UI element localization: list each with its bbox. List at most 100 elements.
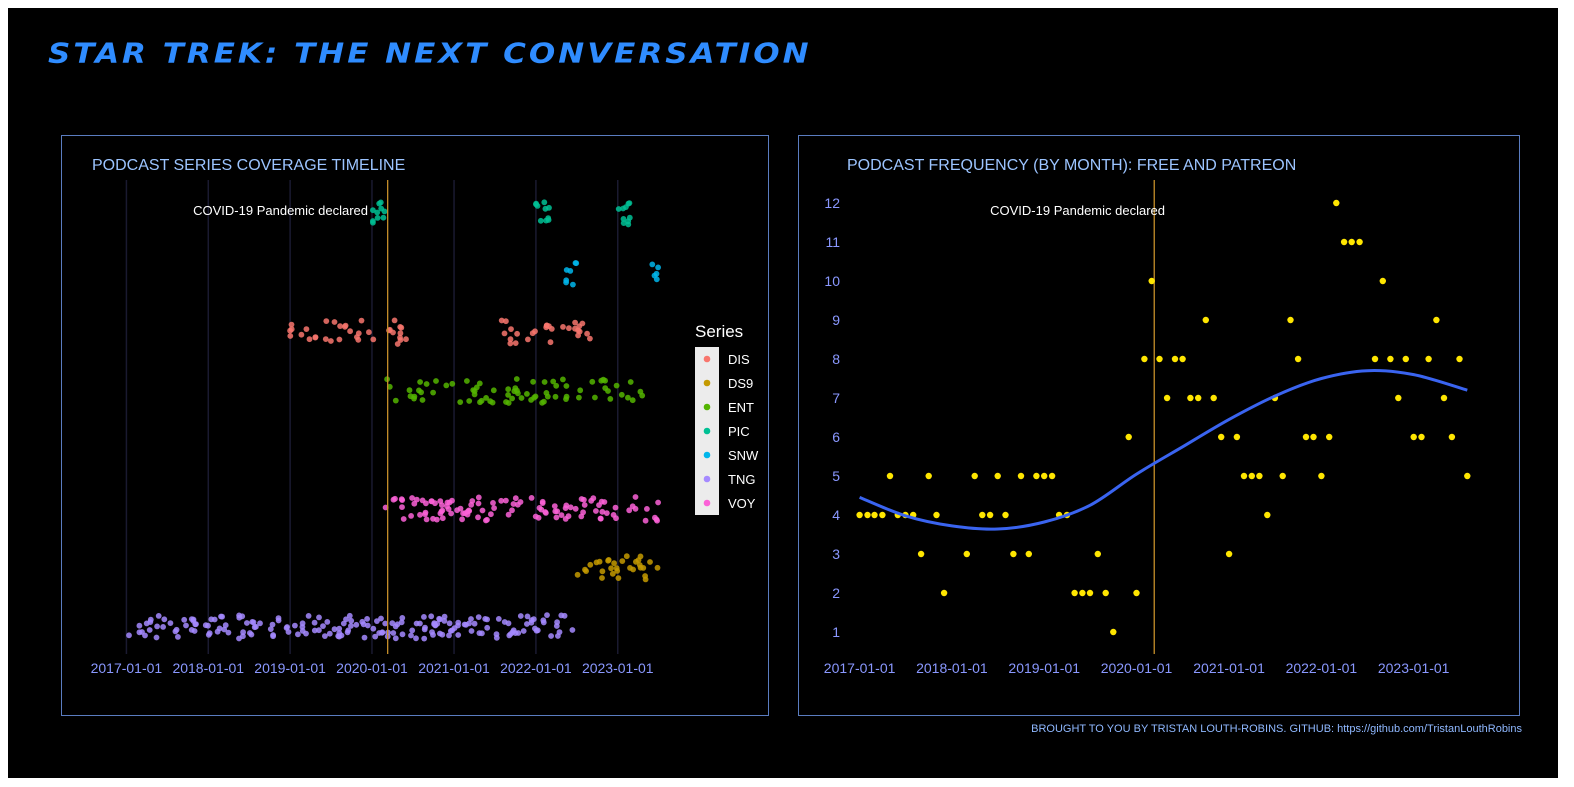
point-tng — [501, 619, 508, 625]
point-ds9 — [611, 560, 617, 567]
point-ds9 — [605, 557, 612, 563]
point-voy — [437, 510, 444, 517]
point-voy — [543, 510, 549, 516]
month-point — [1395, 394, 1402, 402]
x-axis-ticks: 2017-01-01 2018-01-01 2019-01-01 2020-01-01… — [824, 660, 1450, 676]
point-tng — [316, 627, 322, 634]
point-voy — [498, 497, 505, 504]
month-point — [1333, 199, 1340, 207]
point-dis — [287, 333, 294, 339]
point-ent — [639, 392, 646, 399]
point-dis — [288, 326, 295, 333]
point-voy — [632, 494, 639, 500]
point-tng — [270, 632, 276, 638]
point-dis — [572, 319, 578, 326]
point-voy — [558, 512, 565, 518]
month-point — [1171, 355, 1179, 363]
point-tng — [441, 618, 448, 624]
point-tng — [269, 621, 276, 628]
point-voy — [505, 511, 512, 518]
point-tng — [346, 612, 353, 619]
point-tng — [191, 628, 198, 634]
point-tng — [335, 633, 342, 639]
point-ds9 — [619, 558, 626, 564]
point-ds9 — [596, 558, 603, 565]
point-voy — [475, 494, 482, 501]
point-tng — [555, 633, 561, 639]
point-ent — [618, 391, 625, 398]
point-snw — [567, 268, 574, 274]
point-voy — [655, 499, 661, 506]
point-pic — [376, 200, 383, 207]
point-voy — [581, 502, 588, 508]
point-dis — [514, 330, 520, 337]
point-tng — [428, 613, 435, 620]
point-tng — [517, 613, 524, 619]
point-tng — [413, 635, 419, 642]
point-dis — [397, 324, 404, 330]
point-ent — [490, 387, 497, 394]
point-pic — [370, 207, 376, 214]
point-voy — [580, 509, 586, 516]
month-point — [925, 472, 932, 480]
point-tng — [181, 616, 188, 623]
x-tick-label: 2022-01-01 — [500, 660, 572, 676]
month-point — [1102, 589, 1109, 597]
point-pic — [374, 209, 381, 216]
point-voy — [398, 496, 405, 503]
point-pic — [615, 206, 622, 212]
month-point — [1163, 394, 1171, 402]
point-tng — [399, 631, 406, 638]
point-voy — [400, 516, 407, 522]
point-voy — [581, 496, 587, 503]
point-voy — [599, 508, 606, 515]
x-tick-label: 2017-01-01 — [824, 660, 896, 676]
legend-title: Series — [695, 322, 743, 341]
point-voy — [553, 514, 560, 521]
point-ent — [476, 380, 483, 387]
month-point — [1110, 628, 1117, 636]
point-voy — [437, 498, 444, 504]
month-point — [1048, 472, 1056, 480]
point-dis — [358, 317, 365, 324]
point-dis — [507, 340, 514, 347]
point-voy — [444, 503, 450, 510]
point-tng — [153, 634, 160, 641]
point-tng — [155, 613, 162, 619]
point-ent — [511, 388, 518, 395]
point-tng — [295, 631, 301, 638]
points — [126, 199, 661, 642]
point-pic — [625, 221, 632, 228]
point-tng — [167, 620, 174, 626]
point-tng — [390, 630, 397, 636]
caption: BROUGHT TO YOU BY TRISTAN LOUTH-ROBINS. … — [1031, 723, 1522, 735]
page-title: STAR TREK: THE NEXT CONVERSATION — [48, 38, 812, 70]
point-ent — [563, 383, 570, 389]
point-pic — [625, 200, 632, 207]
point-tng — [429, 629, 435, 635]
point-dis — [303, 326, 310, 332]
month-point — [1356, 238, 1363, 246]
point-ent — [607, 396, 614, 402]
x-tick-label: 2018-01-01 — [172, 660, 244, 676]
point-voy — [535, 514, 542, 521]
x-tick-label: 2021-01-01 — [1193, 660, 1265, 676]
point-ds9 — [582, 566, 588, 573]
point-ent — [602, 377, 608, 384]
point-ent — [443, 382, 450, 389]
point-tng — [205, 622, 211, 629]
point-tng — [515, 630, 522, 636]
point-voy — [413, 496, 420, 503]
point-snw — [653, 276, 660, 283]
point-ent — [576, 394, 582, 401]
y-tick-label: 2 — [832, 585, 840, 601]
point-voy — [399, 504, 405, 510]
month-point — [1433, 316, 1440, 324]
point-dis — [336, 336, 343, 343]
point-ent — [489, 399, 496, 406]
panel-title: PODCAST FREQUENCY (BY MONTH): FREE AND P… — [847, 157, 1296, 174]
point-tng — [348, 623, 354, 629]
point-dis — [507, 336, 514, 343]
point-dis — [403, 336, 409, 343]
point-ent — [560, 376, 566, 383]
